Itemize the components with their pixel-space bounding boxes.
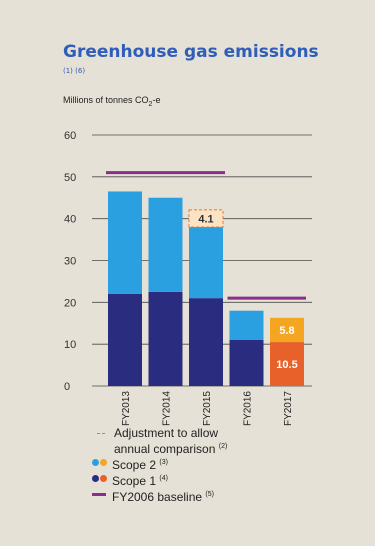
y-tick-50: 50 — [64, 172, 76, 184]
x-tick-FY2015: FY2015 — [202, 391, 213, 426]
bar-scope1-FY2014 — [148, 291, 183, 386]
bar-scope2-FY2015 — [189, 227, 223, 299]
legend-adjustment-swatch — [97, 433, 105, 434]
legend-scope2-swatch — [92, 459, 99, 466]
legend-scope1-fy2017-swatch — [100, 475, 107, 482]
adjustment-label-FY2015: 4.1 — [198, 213, 213, 225]
y-tick-20: 20 — [64, 297, 76, 309]
legend-scope2-note: (3) — [159, 459, 168, 466]
y-tick-40: 40 — [64, 214, 76, 226]
legend-baseline-swatch — [92, 493, 106, 496]
legend-baseline-label: FY2006 baseline — [112, 490, 203, 504]
chart-title-text: Greenhouse gas emissions — [63, 42, 319, 62]
x-tick-FY2016: FY2016 — [243, 391, 254, 426]
legend: Adjustment to allow annual comparison (2… — [92, 427, 227, 504]
y-axis-label: Millions of tonnes CO2-e — [63, 95, 160, 108]
adjustment-box-FY2015 — [188, 209, 224, 228]
y-tick-10: 10 — [64, 339, 76, 351]
bar-scope1-FY2016 — [229, 339, 264, 386]
legend-scope2-label: Scope 2 — [112, 458, 157, 472]
legend-item-adjustment: Adjustment to allow — [92, 427, 227, 440]
bar-scope2-FY2013 — [108, 191, 142, 294]
bar-scope1-FY2015 — [189, 298, 223, 386]
x-tick-FY2017: FY2017 — [283, 391, 294, 426]
y-axis-label-suffix: -e — [152, 95, 161, 105]
x-tick-FY2014: FY2014 — [162, 391, 173, 426]
chart-title-notes: (1) (6) — [63, 67, 86, 75]
data-label-FY2017-scope2: 5.8 — [279, 325, 294, 337]
legend-item-baseline: FY2006 baseline (5) — [92, 488, 227, 504]
bar-scope1-FY2013 — [108, 293, 142, 386]
legend-baseline-note: (5) — [205, 491, 214, 498]
legend-adjustment-label: Adjustment to allow — [114, 426, 219, 440]
data-label-FY2017-scope1: 10.5 — [276, 359, 297, 371]
y-axis-label-text: Millions of tonnes CO — [63, 95, 149, 105]
legend-item-scope1: Scope 1 (4) — [92, 472, 227, 488]
bar-scope2-FY2016 — [229, 310, 264, 340]
y-tick-30: 30 — [64, 256, 76, 268]
legend-scope2-fy2017-swatch — [100, 459, 107, 466]
y-tick-60: 60 — [64, 130, 76, 142]
legend-item-adjustment-line2: annual comparison (2) — [92, 440, 227, 456]
legend-scope1-swatch — [92, 475, 99, 482]
y-tick-0: 0 — [64, 381, 70, 393]
bar-scope2-FY2014 — [148, 197, 183, 292]
y-axis-label-subscript: 2 — [148, 100, 153, 108]
bar-scope1-FY2017 — [270, 342, 304, 386]
legend-scope1-label: Scope 1 — [112, 474, 157, 488]
legend-item-scope2: Scope 2 (3) — [92, 456, 227, 472]
chart-title: Greenhouse gas emissions (1) (6) — [63, 43, 323, 85]
legend-adjustment-note: (2) — [218, 443, 228, 450]
legend-adjustment-label-line2: annual comparison — [114, 442, 216, 456]
x-tick-FY2013: FY2013 — [121, 391, 132, 426]
legend-scope1-note: (4) — [159, 475, 168, 482]
bar-scope2-FY2017 — [270, 317, 304, 343]
